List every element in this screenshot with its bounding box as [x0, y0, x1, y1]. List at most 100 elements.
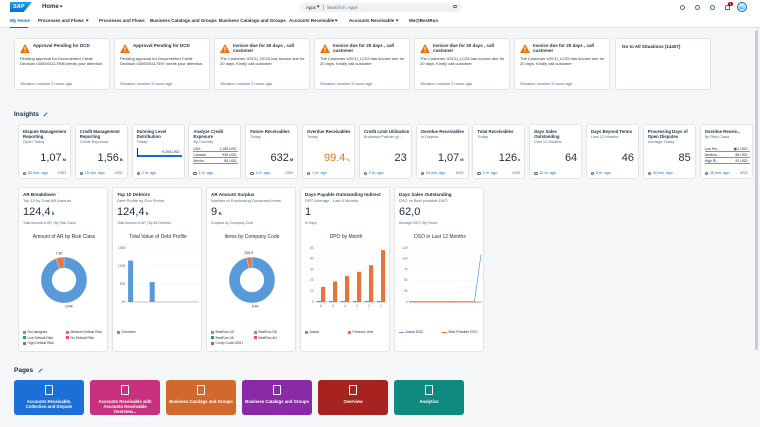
notification-icon[interactable] [725, 4, 730, 10]
analytic-card[interactable]: Top 10 Debtors Debt Profile by Due Period… [112, 187, 202, 352]
search-scope[interactable]: Apps [306, 4, 317, 10]
legend-label: Best Possible DSO [448, 330, 478, 334]
chevron-icon [85, 18, 89, 22]
tile-scale: M [62, 157, 66, 162]
x-tick-label: 1 [380, 304, 382, 308]
tile-footer: 45 min. ago [709, 171, 730, 175]
analytic-card[interactable]: AR Breakdown Top 10 by Total AR Amount 124… [18, 187, 108, 352]
y-tick-label: 50 [310, 246, 314, 250]
tile-row-label: Canada [193, 153, 206, 157]
edit-icon[interactable] [38, 368, 43, 373]
kpi-tile[interactable]: Total Receivables Today 126 k 1 hr. ago USD [472, 124, 526, 179]
tile-row-value: 52 USD [735, 159, 748, 163]
kpi-tile[interactable]: Dunning Level Distribution Today 9,208 USD… [131, 124, 185, 179]
donut-label: 124K [65, 304, 74, 308]
chevron-icon [334, 18, 338, 22]
situation-card[interactable]: Invoice due for 20 days , call customer T… [514, 38, 610, 90]
tile-value: 23 [394, 152, 407, 164]
chevron-icon [59, 4, 63, 8]
kpi-tile[interactable]: Analyze Credit Exposure By Country USA 1,15… [188, 124, 242, 179]
shell-icon[interactable] [710, 4, 715, 10]
shell-icon[interactable] [680, 4, 685, 10]
tile-unit: USD [57, 171, 66, 175]
nav-tab[interactable]: Business Catalogs and Groups [150, 18, 217, 23]
warning-mark [24, 47, 26, 51]
nav-tab[interactable]: Business Catalogs and Groups [219, 18, 286, 23]
kpi-tile[interactable]: Dispute Management Reporting Open Today 1,… [18, 124, 71, 179]
nav-tab[interactable]: Processes and Flows [38, 18, 84, 23]
section-title: Pages [14, 367, 34, 374]
tile-bar-axis [136, 148, 138, 157]
page-tile[interactable]: Business Catalogs and Groups [166, 380, 236, 415]
card-title: Days Payable Outstanding Indirect [305, 192, 381, 197]
chart: 0K 50K 100K 150K [118, 246, 199, 304]
card-details: Total Amount of AR | By All Overdue [117, 221, 172, 225]
nav-tab[interactable]: My Home [10, 18, 31, 23]
tile-value-row: 46 [622, 151, 634, 165]
kpi-tile[interactable]: Processing Days of Open Disputes Average … [642, 124, 696, 179]
donut-label: 7.5K [56, 251, 64, 255]
shell-icon[interactable] [695, 4, 700, 10]
kpi-tile[interactable]: Days Sales Outstanding Last 12 Months 64 10… [529, 124, 583, 179]
tile-title: Credit Management Reporting [79, 129, 120, 139]
kpi-tile[interactable]: Overdue Receiv... By Risk Class Low Ris...… [699, 124, 753, 179]
warning-icon [420, 44, 430, 53]
page-tile[interactable]: Business Catalogs and Groups [242, 380, 312, 415]
kpi-tile[interactable]: Overdue Receivables Today 99.4% 1 hr. ago [302, 124, 355, 179]
sap-logo[interactable]: SAP [10, 2, 32, 12]
tile-value: 632 [270, 152, 289, 164]
search-field[interactable]: Apps Search in: Apps [300, 2, 462, 12]
nav-tab[interactable]: Accounts Receivable [289, 18, 335, 23]
analytic-card[interactable]: Days Sales Outstanding DSO vs Best possib… [394, 187, 484, 352]
situation-footer: Situation created 3 hours ago [20, 81, 73, 86]
kpi-tile[interactable]: Credit Management Reporting Credit Exposu… [74, 124, 128, 179]
page-label: Accounts Receivable with Accounts Receiv… [98, 399, 152, 414]
page-tile[interactable]: Analytics [394, 380, 464, 415]
analytic-card[interactable]: Days Payable Outstanding Indirect DPO Ave… [300, 187, 390, 352]
analytic-card[interactable]: AR Amount Surplus Number of Purchasing Do… [206, 187, 296, 352]
legend-swatch [442, 331, 447, 333]
bar [321, 286, 326, 302]
page-title[interactable]: Home [42, 4, 59, 10]
edit-icon[interactable] [43, 112, 48, 117]
clock-icon [79, 171, 84, 175]
tile-header: Dunning Level Distribution Today [137, 129, 183, 144]
all-situations-link[interactable]: Go to All Situations (14407) [622, 44, 681, 49]
kpi-tile[interactable]: Future Receivables Today 632 M 1 hr. ago USD [245, 124, 299, 179]
tile-subtitle: Business Partner gt ... [363, 134, 404, 139]
nav-tab[interactable]: Processes and Flows [99, 18, 145, 23]
tile-footer: 2 hr. ago [141, 171, 157, 175]
situation-card[interactable]: Approval Pending for DCD Pending approval… [14, 38, 110, 90]
warning-dot [124, 51, 126, 52]
page-tile[interactable]: Overview [318, 380, 388, 415]
card-value: 124,4 [117, 206, 145, 218]
situation-text: Pending approval for Documented Credit D… [20, 56, 104, 66]
kpi-tile[interactable]: Overdue Receivables In Dispute 1,07 M 15 min… [415, 124, 469, 179]
clock-icon [704, 171, 708, 175]
clock-icon [193, 171, 197, 175]
nav-tab[interactable]: Me@BestRun [409, 18, 439, 23]
situation-card[interactable]: Invoice due for 20 days , call customer T… [214, 38, 310, 90]
y-tick-label: 50 [404, 278, 408, 282]
scrollbar [755, 30, 758, 350]
chevron-icon [316, 4, 320, 8]
legend-label: Actual DSO [405, 330, 424, 334]
all-situations-card[interactable]: Go to All Situations (14407) [615, 38, 711, 90]
tile-footer: 2 hr. ago [368, 171, 384, 175]
tile-subtitle: Average Today [647, 139, 675, 144]
kpi-tile[interactable]: Credit Limit Utilization Business Partner… [358, 124, 412, 179]
page-tile[interactable]: Accounts Receivable, Collection and Disp… [14, 380, 84, 415]
tile-row-value: 88 USD [224, 159, 237, 163]
situation-card[interactable]: Approval Pending for DCD Pending approval… [114, 38, 210, 90]
clock-icon [534, 171, 538, 175]
user-avatar[interactable]: DJ [737, 2, 747, 12]
situation-card[interactable]: Invoice due for 20 days , call customer T… [414, 38, 510, 90]
nav-tab[interactable]: Accounts Receivable [349, 18, 395, 23]
kpi-tile[interactable]: Days Beyond Terms Last 12 Months 46 8 hr. a… [586, 124, 639, 179]
page-tile[interactable]: Accounts Receivable with Accounts Receiv… [90, 380, 160, 415]
tile-subtitle: By Risk Class [704, 134, 730, 139]
tile-subtitle: Today [250, 134, 261, 139]
situation-card[interactable]: Invoice due for 20 days , call customer T… [314, 38, 410, 90]
legend-swatch [211, 330, 214, 334]
y-tick-label: 30 [310, 267, 314, 271]
